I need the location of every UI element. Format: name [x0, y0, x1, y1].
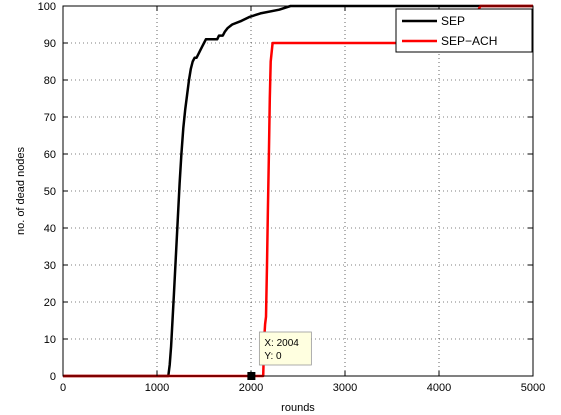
legend-label-sep-ach: SEP−ACH [441, 34, 497, 48]
y-tick-label: 50 [44, 186, 56, 198]
y-axis-label: no. of dead nodes [15, 146, 27, 235]
grid-lines [63, 6, 533, 376]
y-tick-label: 70 [44, 112, 56, 124]
x-tick-label: 2000 [239, 382, 263, 394]
sep-line [63, 4, 533, 378]
plot-area [63, 6, 533, 376]
x-tick-label: 3000 [333, 382, 357, 394]
y-tick-labels: 0 10 20 30 40 50 60 70 80 90 100 [38, 1, 56, 383]
data-tip-y-text: Y: 0 [264, 351, 282, 362]
data-tip-box [258, 331, 312, 366]
y-tick-label: 0 [50, 371, 56, 383]
y-tick-label: 40 [44, 223, 56, 235]
x-tick-labels: 0 1000 2000 3000 4000 5000 [60, 382, 545, 394]
data-tip[interactable]: X: 2004 Y: 0 [247, 331, 312, 380]
y-tick-label: 60 [44, 149, 56, 161]
legend-label-sep: SEP [441, 14, 465, 28]
legend: SEP SEP−ACH [395, 8, 533, 53]
data-tip-marker[interactable] [247, 372, 256, 380]
data-tip-x-text: X: 2004 [264, 338, 299, 349]
x-axis-label: rounds [281, 402, 315, 414]
x-tick-label: 5000 [521, 382, 545, 394]
y-tick-label: 10 [44, 334, 56, 346]
x-tick-label: 1000 [145, 382, 169, 394]
x-tick-label: 0 [60, 382, 66, 394]
y-tick-label: 30 [44, 260, 56, 272]
y-tick-label: 100 [38, 1, 56, 13]
legend-box [395, 8, 533, 53]
y-tick-label: 80 [44, 75, 56, 87]
y-tick-label: 20 [44, 297, 56, 309]
x-tick-label: 4000 [427, 382, 451, 394]
y-tick-label: 90 [44, 38, 56, 50]
